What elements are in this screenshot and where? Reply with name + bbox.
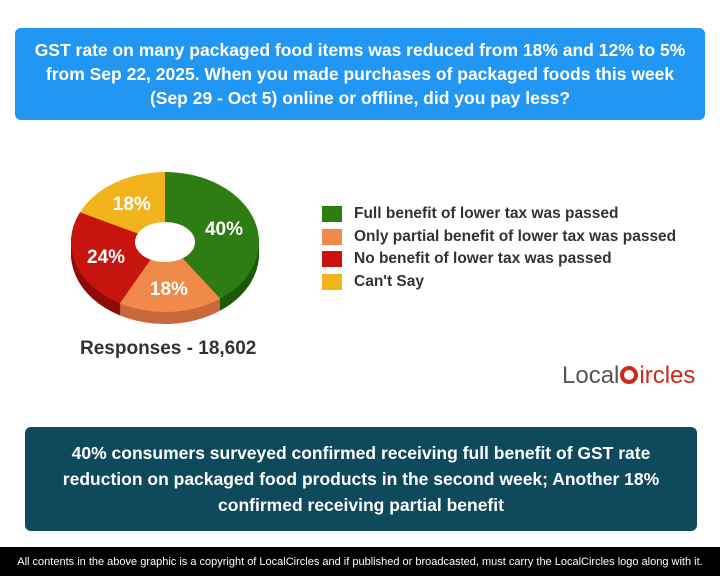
data-label: 18% (113, 194, 151, 215)
responses-count: Responses - 18,602 (80, 338, 257, 359)
slice-3 (79, 172, 165, 234)
legend-label: Only partial benefit of lower tax was pa… (354, 227, 677, 245)
localcircles-logo: Local ircles (562, 362, 695, 390)
slice-0 (165, 172, 259, 299)
legend-item-partial: Only partial benefit of lower tax was pa… (322, 226, 676, 249)
legend-label: Full benefit of lower tax was passed (354, 205, 619, 223)
copyright-footer: All contents in the above graphic is a c… (0, 547, 720, 576)
data-label: 18% (150, 279, 188, 300)
legend-swatch (322, 206, 342, 223)
key-finding-banner: 40% consumers surveyed confirmed receivi… (25, 427, 697, 531)
legend: Full benefit of lower tax was passed Onl… (322, 203, 676, 293)
legend-swatch (322, 228, 342, 245)
location-pin-icon (620, 366, 639, 384)
data-label: 24% (87, 247, 125, 268)
logo-text: Local (562, 362, 620, 389)
data-label: 40% (205, 219, 243, 240)
donut-chart: 40% 18% 24% 18% (70, 172, 260, 324)
slice-1 (119, 258, 221, 312)
legend-item-full: Full benefit of lower tax was passed (322, 203, 676, 226)
question-banner: GST rate on many packaged food items was… (15, 28, 705, 120)
legend-item-cant-say: Can't Say (322, 271, 676, 294)
slice-2 (70, 212, 151, 304)
logo-text: ircles (639, 362, 696, 389)
legend-label: No benefit of lower tax was passed (354, 250, 612, 268)
legend-item-none: No benefit of lower tax was passed (322, 248, 676, 271)
donut-hole (135, 222, 195, 262)
legend-swatch (322, 251, 342, 268)
legend-label: Can't Say (354, 272, 425, 290)
legend-swatch (322, 273, 342, 290)
